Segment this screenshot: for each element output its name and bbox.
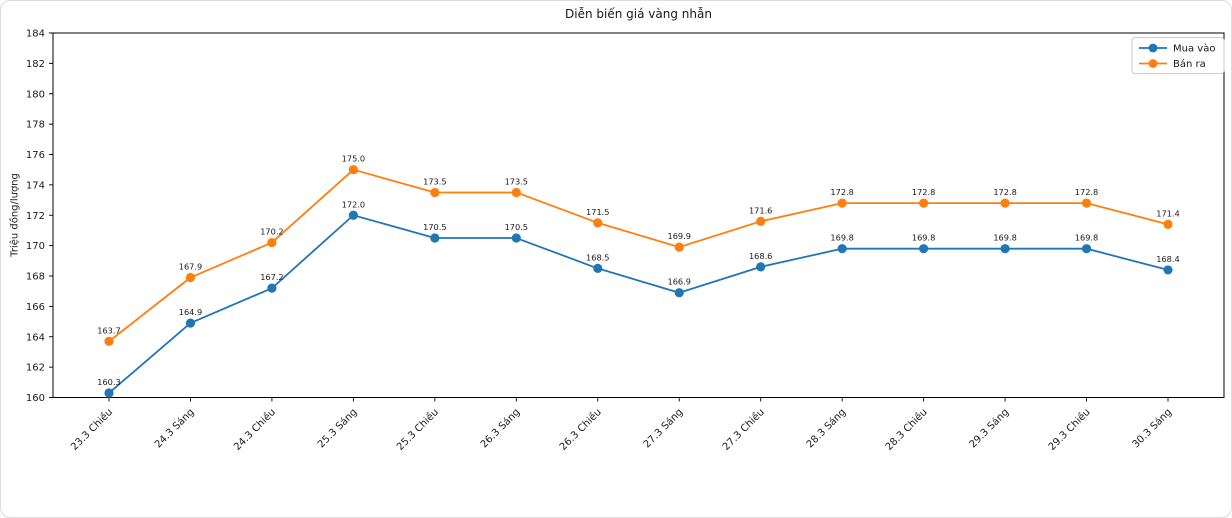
x-tick-label: 29.3 Chiều: [1046, 406, 1093, 453]
data-point-marker: [185, 318, 196, 328]
x-tick-label: 26.3 Sáng: [478, 406, 522, 450]
data-point-marker: [1163, 265, 1173, 275]
data-point-marker: [1081, 244, 1092, 254]
data-point-label: 171.4: [1156, 208, 1179, 218]
y-tick-label: 182: [26, 59, 45, 70]
data-point-label: 169.8: [993, 233, 1016, 243]
data-point-label: 171.5: [586, 207, 609, 217]
y-tick-label: 172: [26, 211, 45, 222]
data-point-marker: [837, 198, 847, 208]
data-point-marker: [919, 244, 929, 254]
data-point-label: 172.8: [830, 187, 853, 197]
data-point-label: 172.8: [993, 187, 1016, 197]
data-point-label: 169.8: [1075, 233, 1098, 243]
x-tick-label: 29.3 Sáng: [967, 406, 1011, 450]
x-tick-label: 27.3 Chiều: [720, 406, 767, 453]
data-point-marker: [1163, 219, 1173, 229]
x-tick-label: 26.3 Chiều: [557, 406, 604, 453]
x-tick-label: 24.3 Sáng: [152, 406, 196, 450]
y-tick-label: 174: [26, 180, 45, 191]
data-point-marker: [104, 336, 114, 346]
data-point-marker: [104, 388, 114, 398]
data-point-label: 163.7: [97, 325, 120, 335]
data-point-label: 173.5: [505, 176, 528, 186]
data-point-label: 167.9: [179, 262, 202, 272]
data-point-marker: [348, 210, 358, 220]
x-tick-label: 27.3 Sáng: [641, 406, 685, 450]
data-point-marker: [1000, 244, 1010, 254]
y-tick-label: 160: [26, 393, 45, 404]
data-point-label: 160.3: [97, 377, 120, 387]
data-point-label: 172.0: [342, 199, 365, 209]
data-point-label: 164.9: [179, 307, 202, 317]
y-tick-label: 162: [26, 363, 45, 374]
data-point-marker: [185, 272, 196, 283]
data-point-label: 168.6: [749, 251, 772, 261]
data-point-label: 170.5: [505, 222, 528, 232]
y-tick-label: 166: [26, 302, 45, 313]
data-point-marker: [348, 165, 358, 175]
data-point-label: 170.5: [423, 222, 446, 232]
data-point-marker: [674, 288, 684, 298]
data-point-label: 169.8: [830, 233, 853, 243]
data-point-label: 168.4: [1156, 254, 1179, 264]
data-point-marker: [511, 233, 521, 243]
series-line-ban-ra: [108, 168, 1169, 343]
y-tick-label: 176: [26, 150, 45, 161]
y-tick-label: 178: [26, 120, 45, 131]
legend-marker-sample: [1148, 43, 1158, 53]
data-point-marker: [267, 283, 277, 293]
data-point-marker: [756, 216, 766, 226]
y-tick-label: 180: [26, 89, 45, 100]
data-point-marker: [511, 187, 521, 198]
x-tick-label: 24.3 Chiều: [231, 406, 278, 453]
y-axis-label: Triệu đồng/lượng: [9, 173, 21, 257]
data-point-marker: [1081, 198, 1092, 208]
data-point-label: 175.0: [342, 154, 365, 164]
data-point-label: 168.5: [586, 252, 609, 262]
x-tick-label: 30.3 Sáng: [1130, 406, 1174, 450]
data-point-label: 172.8: [912, 187, 935, 197]
x-tick-label: 25.3 Chiều: [394, 406, 441, 453]
data-point-marker: [593, 263, 603, 274]
x-tick-label: 28.3 Sáng: [804, 406, 848, 450]
data-point-label: 167.2: [260, 272, 283, 282]
data-point-label: 170.2: [260, 227, 283, 237]
legend-label: Bán ra: [1173, 58, 1206, 70]
chart-title: Diễn biến giá vàng nhẫn: [565, 7, 712, 21]
data-point-marker: [837, 244, 847, 254]
data-point-marker: [430, 187, 440, 198]
x-tick-label: 25.3 Sáng: [315, 406, 359, 450]
data-point-label: 169.9: [668, 231, 691, 241]
data-point-label: 172.8: [1075, 187, 1098, 197]
y-tick-label: 164: [26, 332, 45, 343]
data-point-marker: [593, 218, 603, 228]
data-point-marker: [674, 242, 684, 252]
data-point-marker: [430, 233, 440, 243]
data-point-marker: [1000, 198, 1010, 208]
data-point-label: 173.5: [423, 176, 446, 186]
data-point-label: 171.6: [749, 205, 772, 215]
data-point-marker: [756, 262, 766, 272]
x-tick-label: 28.3 Chiều: [883, 406, 930, 453]
data-point-marker: [919, 198, 929, 208]
legend-marker-sample: [1148, 59, 1158, 68]
series-line-mua-vao: [108, 214, 1169, 394]
data-point-marker: [267, 237, 277, 248]
y-tick-label: 184: [26, 29, 45, 40]
y-tick-label: 168: [26, 272, 45, 283]
x-tick-label: 23.3 Chiều: [68, 406, 115, 453]
data-point-label: 166.9: [668, 277, 691, 287]
legend-label: Mua vào: [1173, 43, 1215, 55]
plot-border: [52, 32, 1225, 398]
y-tick-label: 170: [26, 241, 45, 252]
data-point-label: 169.8: [912, 233, 935, 243]
